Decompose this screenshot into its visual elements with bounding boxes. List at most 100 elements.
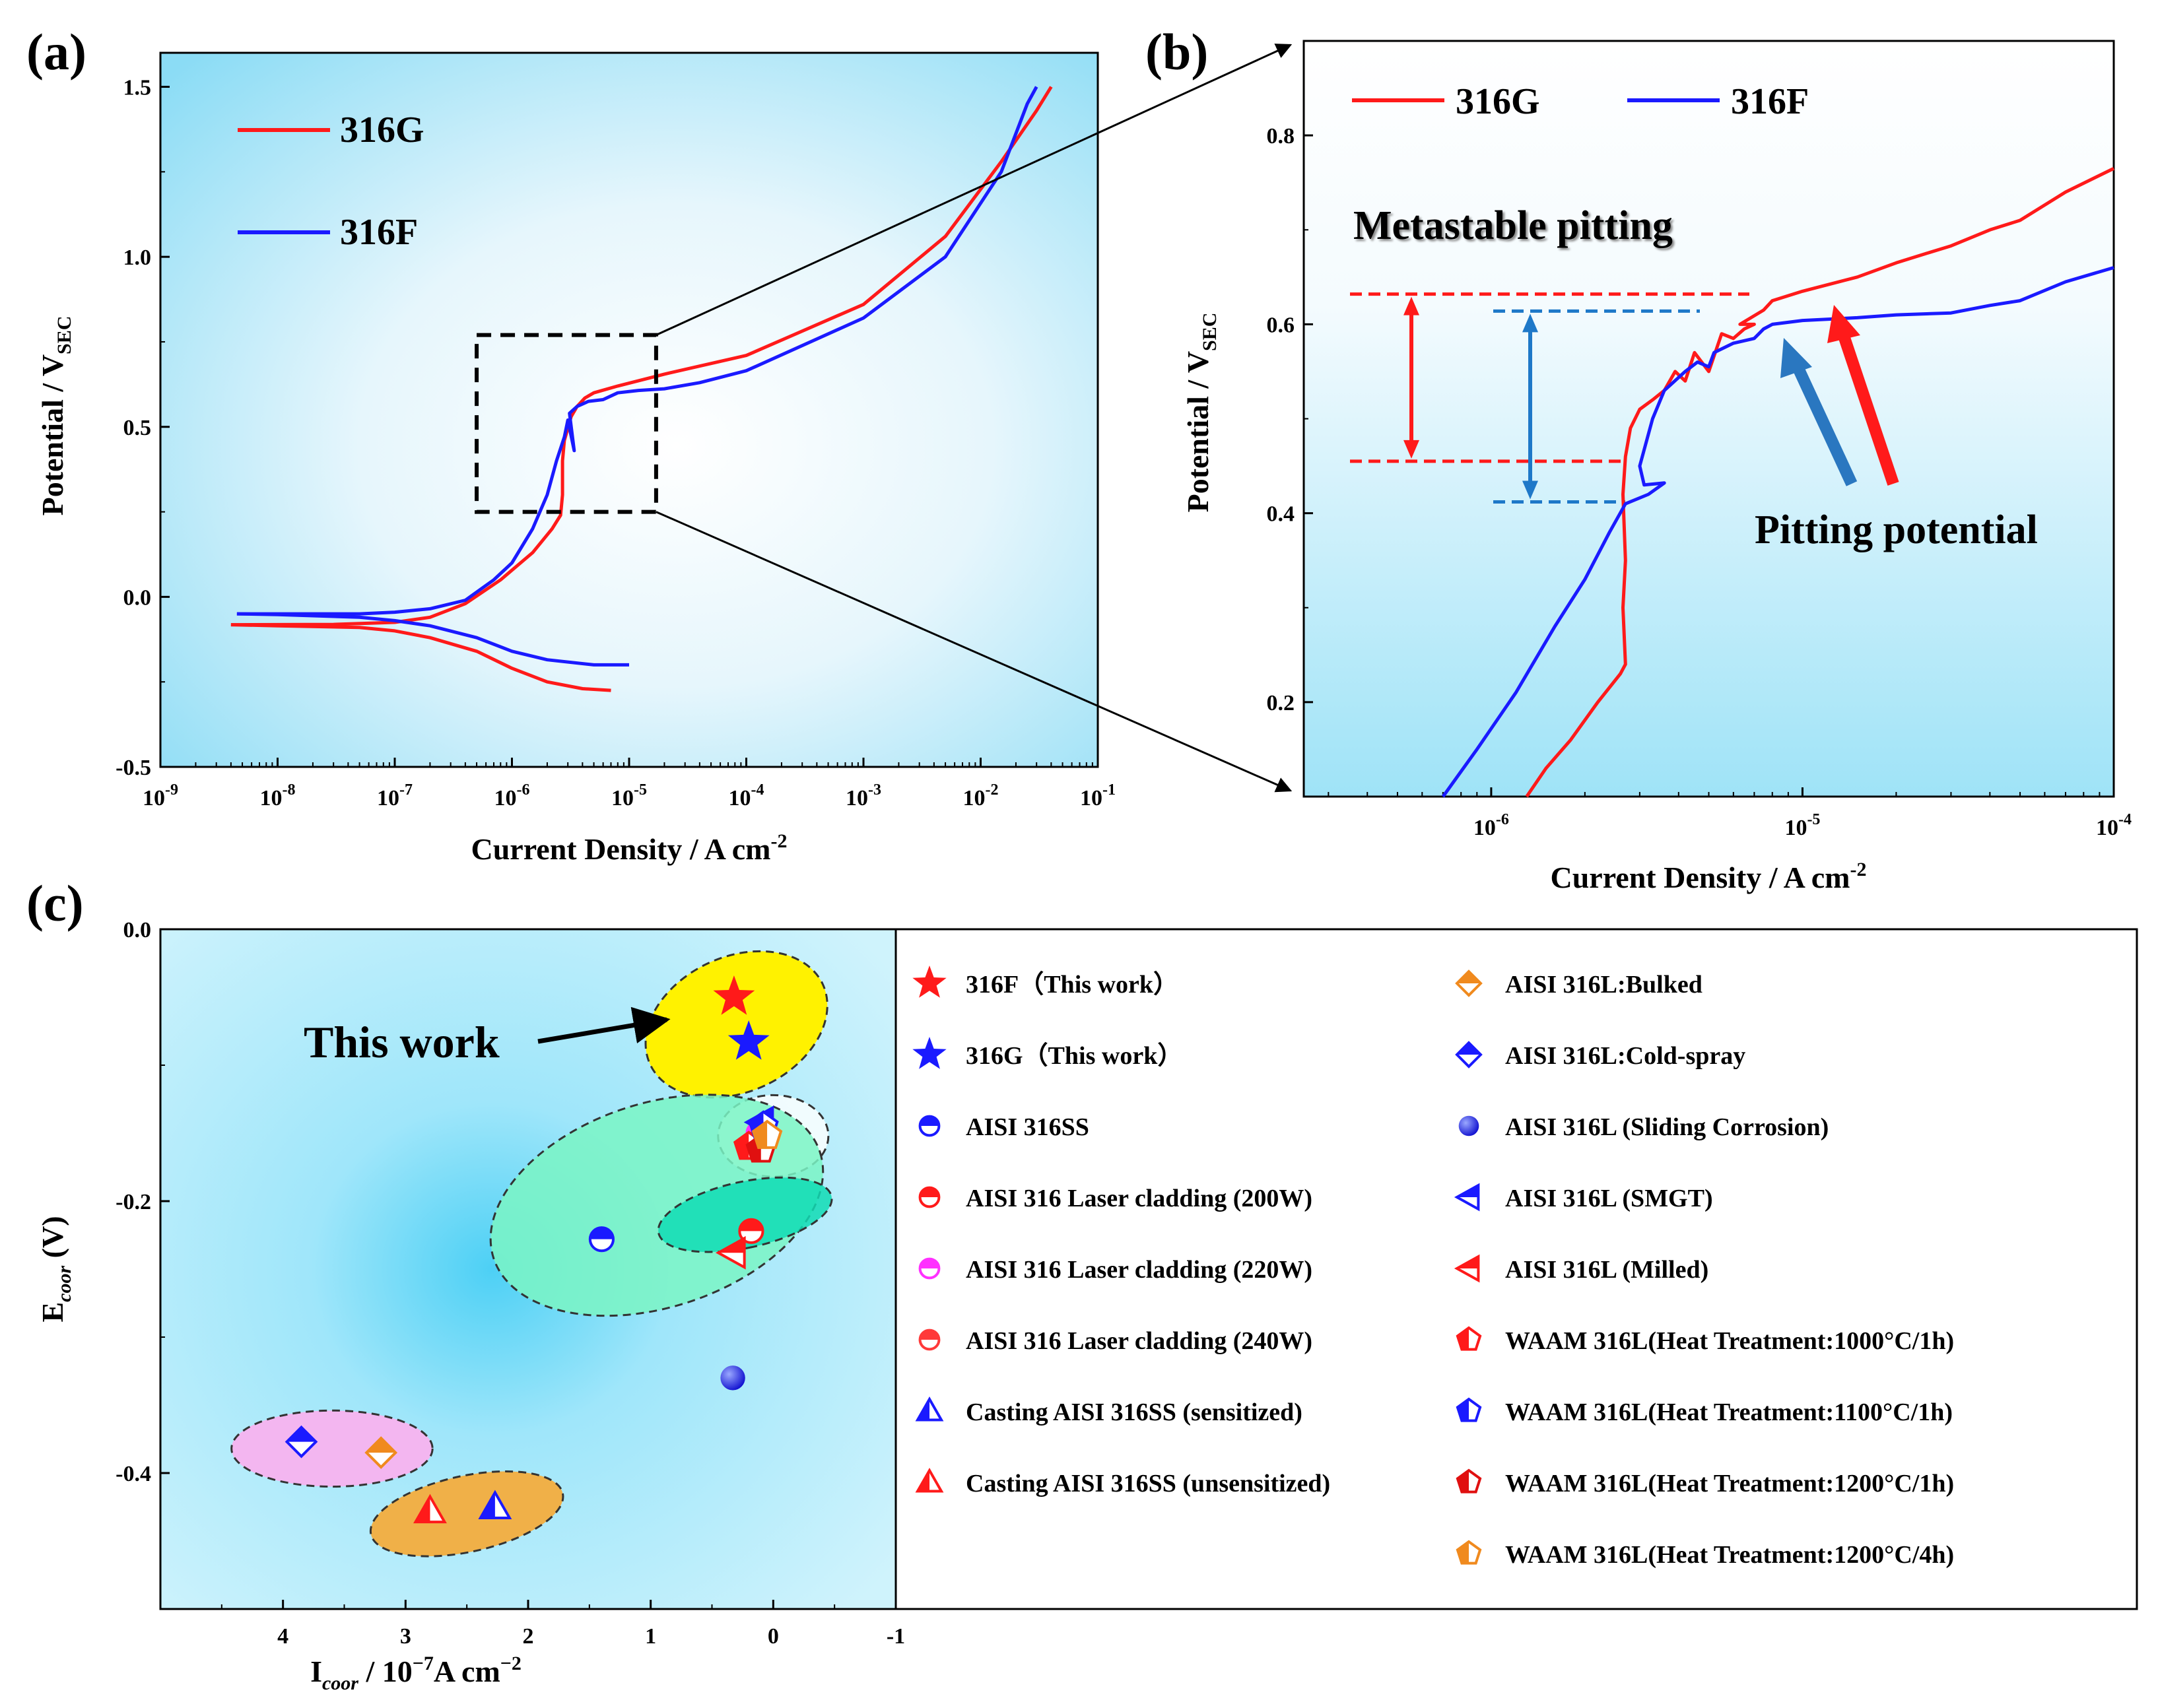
legend-marker-16: [1456, 1540, 1482, 1565]
legend-label-2: AISI 316SS: [966, 1113, 1089, 1141]
annotation-pitting: Pitting potential: [1755, 508, 2038, 552]
axes-c: 4 3 2 1 0 -1 0.0 -0.2 -0.4: [116, 918, 905, 1649]
xtick-label-a-base: 10: [1080, 786, 1102, 810]
xlabel-a: Current Density / A cm-2: [471, 830, 787, 866]
point-10: [720, 1365, 745, 1391]
xtick-label-b-exp: -5: [1807, 811, 1820, 828]
legend-marker-14: [1456, 1397, 1482, 1422]
legend-b: 316G 316F: [1352, 81, 1809, 122]
legend-marker-12-fill: [1457, 1257, 1479, 1268]
legend-marker-5-fill: [920, 1330, 939, 1340]
legend-marker-4-fill: [920, 1259, 939, 1268]
xtick-label-c: 4: [277, 1624, 288, 1649]
legend-c-box: [894, 928, 2138, 1610]
xtick-label-a-base: 10: [143, 786, 165, 810]
legend-marker-0-shape: [912, 966, 947, 998]
annotation-metastable: Metastable pitting: [1353, 203, 1673, 248]
point-1-shape: [727, 1020, 770, 1060]
ytick-label-a: 0.0: [123, 585, 152, 610]
point-9-fill: [287, 1427, 316, 1442]
legend-a: 316G 316F: [238, 110, 424, 253]
xtick-label-a: 10-3: [846, 781, 881, 810]
ytick-label-b: 0.2: [1267, 691, 1295, 715]
ytick-label-b: 0.6: [1267, 313, 1295, 337]
legend-marker-10-shape: [1458, 1115, 1479, 1136]
legend-marker-9: [1455, 1041, 1483, 1068]
cluster-ellipse-3: [657, 1176, 833, 1253]
legend-label-13: WAAM 316L(Heat Treatment:1000°C/1h): [1505, 1327, 1954, 1355]
xtick-label-a-exp: -3: [868, 781, 881, 799]
xtick-label-c: 3: [400, 1624, 411, 1649]
legend-marker-10: [1458, 1115, 1479, 1136]
ytick-label-c: -0.4: [116, 1462, 151, 1486]
legend-marker-7: [915, 1467, 944, 1493]
legend-marker-3-fill: [920, 1187, 939, 1197]
range-arrow-blue-head-bottom: [1522, 480, 1538, 500]
zoom-connector-bottom: [656, 511, 1293, 793]
legend-label-15: WAAM 316L(Heat Treatment:1200°C/1h): [1505, 1470, 1954, 1497]
legend-label-7: Casting AISI 316SS (unsensitized): [966, 1470, 1330, 1497]
panel-label-a: (a): [26, 23, 86, 81]
legend-marker-2-fill: [920, 1116, 939, 1126]
pitting-arrow-red: [1836, 328, 1899, 486]
point-16-fill: [753, 1121, 768, 1148]
legend-marker-1-shape: [912, 1037, 947, 1069]
point-6: [478, 1490, 512, 1519]
ytick-label-a: 1.0: [123, 246, 152, 270]
ylabel-b: Potential / VSEC: [1181, 313, 1221, 513]
legend-marker-11-fill: [1457, 1185, 1479, 1197]
point-12-fill: [718, 1238, 745, 1253]
legend-label-4: AISI 316 Laser cladding (220W): [966, 1256, 1312, 1284]
legend-a-316g-label: 316G: [340, 110, 424, 150]
legend-marker-8-fill: [1457, 971, 1481, 983]
point-2-fill: [590, 1228, 613, 1239]
point-2: [588, 1226, 615, 1253]
ytick-label-b: 0.8: [1267, 124, 1295, 148]
point-0-shape: [713, 975, 755, 1015]
xlabel-c: Icoor / 10−7A cm−2: [310, 1653, 522, 1694]
xtick-label-a-base: 10: [611, 786, 634, 810]
legend-label-14: WAAM 316L(Heat Treatment:1100°C/1h): [1505, 1398, 1953, 1426]
xtick-label-a: 10-7: [377, 781, 413, 810]
point-0: [713, 975, 755, 1015]
zoom-box: [475, 333, 658, 514]
legend-marker-13: [1456, 1326, 1482, 1351]
panel-a: (a) 10-9 10-8 10-7 10-6 10-5 10-4 10-3 10-2 10-1…: [26, 23, 1293, 866]
axes-b: 10-6 10-5 10-40.20.40.60.8: [1267, 124, 2132, 840]
ylabel-a: Potential / VSEC: [36, 316, 75, 516]
curve-b-316F: [1441, 266, 2114, 798]
xtick-label-a-exp: -2: [986, 781, 999, 799]
panel-label-b: (b): [1145, 23, 1208, 81]
ytick-label-b: 0.4: [1267, 502, 1295, 527]
xtick-label-a-exp: -5: [634, 781, 647, 799]
legend-label-11: AISI 316L (SMGT): [1505, 1185, 1713, 1212]
ytick-label-c: -0.2: [116, 1190, 151, 1214]
point-1: [727, 1020, 770, 1060]
xtick-label-c: -1: [887, 1624, 905, 1649]
legend-label-9: AISI 316L:Cold-spray: [1505, 1042, 1745, 1070]
point-3-fill: [739, 1219, 763, 1232]
pitting-arrow-blue: [1788, 357, 1858, 486]
range-arrow-red-head-bottom: [1403, 440, 1419, 459]
legend-marker-6-fill: [918, 1399, 929, 1420]
legend-marker-4: [918, 1257, 941, 1280]
xtick-label-b: 10-6: [1473, 811, 1509, 840]
legend-marker-1: [912, 1037, 947, 1069]
legend-a-316f-label: 316F: [340, 212, 418, 253]
legend-marker-14-fill: [1457, 1399, 1469, 1421]
curve-a-316F-cathodic: [236, 612, 629, 667]
xtick-label-a-exp: -7: [399, 781, 413, 799]
xtick-label-a-exp: -6: [517, 781, 530, 799]
ytick-label-a: 0.5: [123, 416, 152, 440]
cluster-ellipse-0: [644, 950, 828, 1099]
legend-label-12: AISI 316L (Milled): [1505, 1256, 1708, 1284]
legend-b-316f-label: 316F: [1731, 81, 1809, 122]
panel-label-c: (c): [26, 874, 84, 932]
point-16: [751, 1119, 783, 1149]
xtick-label-a-exp: -8: [283, 781, 296, 799]
legend-marker-15: [1456, 1468, 1482, 1494]
legend-marker-12: [1454, 1254, 1480, 1283]
panel-b: (b) 10-6 10-5 10-40.20.40.60.8 316G 316F M…: [1145, 23, 2132, 894]
xtick-label-a: 10-6: [494, 781, 530, 810]
